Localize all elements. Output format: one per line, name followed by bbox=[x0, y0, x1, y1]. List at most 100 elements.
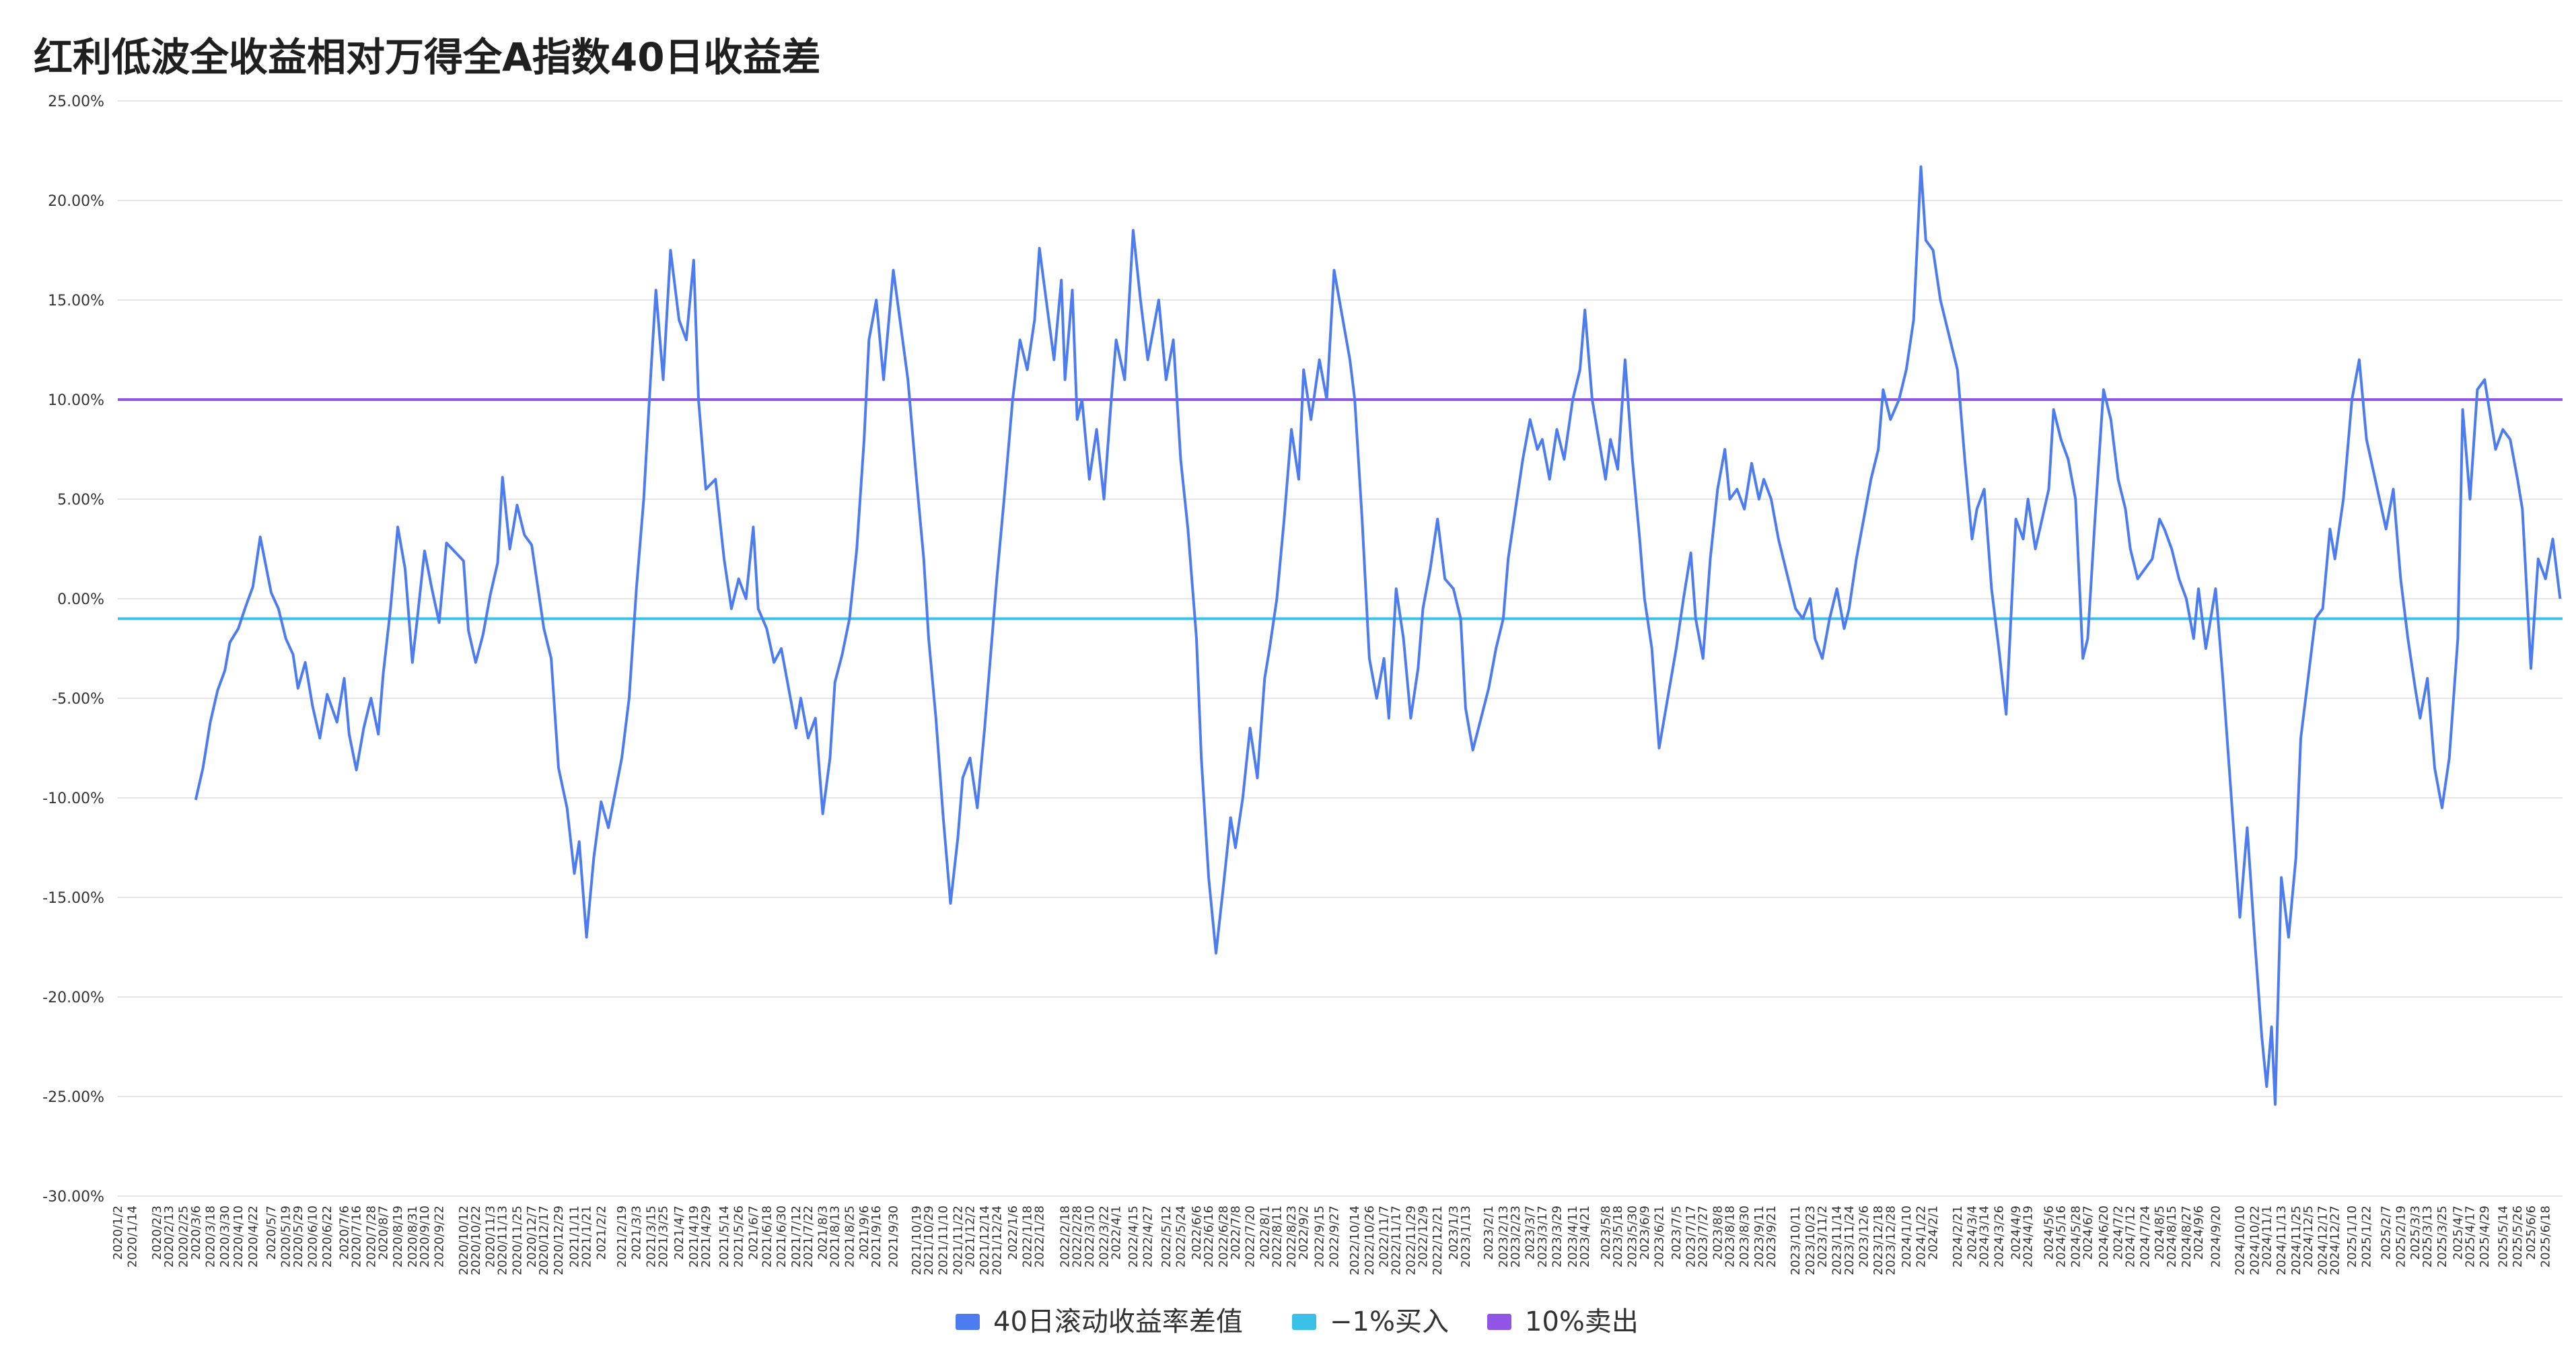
x-tick-label: 2024/11/1 bbox=[2260, 1206, 2274, 1267]
x-tick-label: 2022/7/8 bbox=[1229, 1206, 1243, 1260]
x-tick-label: 2020/7/16 bbox=[350, 1206, 364, 1267]
x-tick-label: 2020/7/28 bbox=[364, 1206, 378, 1267]
x-tick-label: 2023/3/29 bbox=[1550, 1206, 1565, 1267]
x-tick-label: 2024/2/1 bbox=[1927, 1206, 1941, 1260]
y-tick-label: 25.00% bbox=[48, 94, 104, 110]
x-tick-label: 2023/9/11 bbox=[1752, 1206, 1766, 1267]
x-tick-label: 2024/6/7 bbox=[2081, 1206, 2095, 1260]
x-tick-label: 2024/7/24 bbox=[2138, 1206, 2152, 1267]
x-tick-label: 2023/11/14 bbox=[1830, 1206, 1845, 1275]
x-tick-label: 2021/8/13 bbox=[828, 1206, 843, 1267]
x-tick-label: 2022/8/11 bbox=[1270, 1206, 1284, 1267]
x-tick-label: 2024/3/26 bbox=[1992, 1206, 2006, 1267]
x-tick-label: 2022/2/28 bbox=[1071, 1206, 1085, 1267]
x-tick-label: 2021/4/7 bbox=[672, 1206, 686, 1260]
x-tick-label: 2020/6/10 bbox=[306, 1206, 320, 1267]
x-tick-label: 2022/4/15 bbox=[1126, 1206, 1141, 1267]
x-tick-label: 2022/4/27 bbox=[1141, 1206, 1155, 1267]
x-tick-label: 2023/6/21 bbox=[1653, 1206, 1667, 1267]
x-tick-label: 2024/4/19 bbox=[2022, 1206, 2036, 1267]
y-tick-label: -30.00% bbox=[42, 1189, 104, 1206]
x-tick-label: 2024/11/25 bbox=[2289, 1206, 2303, 1275]
x-tick-label: 2022/6/28 bbox=[1217, 1206, 1231, 1267]
x-tick-label: 2025/3/3 bbox=[2408, 1206, 2423, 1260]
x-tick-label: 2021/7/22 bbox=[801, 1206, 816, 1267]
y-tick-label: -20.00% bbox=[42, 990, 104, 1006]
x-tick-label: 2021/11/10 bbox=[937, 1206, 951, 1275]
x-tick-label: 2025/4/7 bbox=[2451, 1206, 2465, 1260]
x-tick-label: 2020/2/25 bbox=[177, 1206, 191, 1267]
x-tick-label: 2021/2/19 bbox=[615, 1206, 629, 1267]
x-tick-label: 2022/3/10 bbox=[1083, 1206, 1097, 1267]
x-tick-label: 2022/6/6 bbox=[1190, 1206, 1204, 1260]
x-tick-label: 2021/9/6 bbox=[857, 1206, 871, 1260]
x-tick-label: 2021/6/18 bbox=[760, 1206, 774, 1267]
x-tick-label: 2024/3/4 bbox=[1966, 1206, 1980, 1260]
x-tick-label: 2025/2/7 bbox=[2380, 1206, 2394, 1260]
x-tick-label: 2020/12/29 bbox=[552, 1206, 566, 1275]
x-tick-label: 2021/5/26 bbox=[732, 1206, 746, 1267]
x-tick-label: 2023/7/27 bbox=[1696, 1206, 1711, 1267]
x-tick-label: 2020/4/10 bbox=[231, 1206, 246, 1267]
x-tick-label: 2021/1/21 bbox=[580, 1206, 594, 1267]
x-tick-label: 2022/1/18 bbox=[1021, 1206, 1035, 1267]
x-tick-label: 2025/6/6 bbox=[2524, 1206, 2538, 1260]
y-tick-label: 10.00% bbox=[48, 392, 104, 409]
x-tick-label: 2025/3/25 bbox=[2435, 1206, 2449, 1267]
x-tick-label: 2022/10/14 bbox=[1348, 1206, 1362, 1275]
x-tick-label: 2023/12/18 bbox=[1871, 1206, 1886, 1275]
y-tick-label: 0.00% bbox=[57, 591, 104, 608]
x-tick-label: 2022/11/7 bbox=[1378, 1206, 1392, 1267]
x-tick-label: 2024/10/22 bbox=[2248, 1206, 2262, 1275]
x-tick-label: 2023/12/28 bbox=[1884, 1206, 1898, 1275]
x-tick-label: 2025/1/22 bbox=[2360, 1206, 2374, 1267]
x-tick-label: 2021/4/19 bbox=[687, 1206, 701, 1267]
x-tick-label: 2020/10/12 bbox=[457, 1206, 471, 1275]
legend-label: 40日滚动收益率差值 bbox=[993, 1306, 1243, 1337]
x-tick-label: 2024/8/5 bbox=[2153, 1206, 2167, 1260]
x-tick-label: 2022/2/18 bbox=[1059, 1206, 1073, 1267]
x-tick-label: 2025/2/19 bbox=[2394, 1206, 2408, 1267]
x-tick-label: 2020/2/3 bbox=[150, 1206, 164, 1260]
x-tick-label: 2022/12/21 bbox=[1431, 1206, 1445, 1275]
x-tick-label: 2024/12/27 bbox=[2328, 1206, 2342, 1275]
x-tick-label: 2021/7/12 bbox=[789, 1206, 803, 1267]
x-tick-label: 2023/8/30 bbox=[1738, 1206, 1752, 1267]
x-tick-label: 2022/6/16 bbox=[1202, 1206, 1216, 1267]
x-tick-label: 2023/7/5 bbox=[1670, 1206, 1684, 1260]
x-tick-label: 2021/12/14 bbox=[978, 1206, 992, 1275]
x-tick-label: 2021/6/30 bbox=[775, 1206, 789, 1267]
x-tick-label: 2020/8/31 bbox=[406, 1206, 420, 1267]
x-tick-label: 2023/1/3 bbox=[1447, 1206, 1461, 1260]
x-tick-label: 2022/9/2 bbox=[1297, 1206, 1311, 1260]
x-tick-label: 2021/1/11 bbox=[568, 1206, 582, 1267]
x-tick-label: 2024/3/14 bbox=[1978, 1206, 1992, 1267]
x-tick-label: 2022/8/1 bbox=[1258, 1206, 1272, 1260]
x-tick-label: 2024/10/10 bbox=[2233, 1206, 2248, 1275]
x-tick-label: 2023/6/9 bbox=[1638, 1206, 1652, 1260]
x-tick-label: 2020/9/22 bbox=[433, 1206, 447, 1267]
x-tick-label: 2023/7/17 bbox=[1684, 1206, 1698, 1267]
x-tick-label: 2020/8/7 bbox=[376, 1206, 390, 1260]
x-tick-label: 2023/2/1 bbox=[1482, 1206, 1496, 1260]
x-tick-label: 2025/4/29 bbox=[2478, 1206, 2492, 1267]
x-tick-label: 2020/12/17 bbox=[537, 1206, 551, 1275]
x-tick-label: 2024/9/6 bbox=[2192, 1206, 2206, 1260]
x-tick-label: 2020/9/10 bbox=[418, 1206, 432, 1267]
x-tick-label: 2023/8/18 bbox=[1723, 1206, 1738, 1267]
x-tick-label: 2021/9/16 bbox=[869, 1206, 884, 1267]
x-tick-label: 2021/3/3 bbox=[630, 1206, 644, 1260]
x-tick-label: 2021/10/29 bbox=[922, 1206, 936, 1275]
x-tick-label: 2022/5/24 bbox=[1174, 1206, 1188, 1267]
x-tick-label: 2023/5/8 bbox=[1599, 1206, 1613, 1260]
x-tick-label: 2020/3/18 bbox=[204, 1206, 218, 1267]
x-tick-label: 2020/10/22 bbox=[469, 1206, 483, 1275]
x-tick-label: 2022/11/17 bbox=[1390, 1206, 1404, 1275]
x-tick-label: 2024/8/15 bbox=[2165, 1206, 2179, 1267]
x-tick-label: 2021/3/25 bbox=[657, 1206, 671, 1267]
x-tick-label: 2022/12/9 bbox=[1417, 1206, 1431, 1267]
x-tick-label: 2021/8/3 bbox=[816, 1206, 830, 1260]
x-tick-label: 2023/4/11 bbox=[1566, 1206, 1580, 1267]
x-tick-label: 2021/4/29 bbox=[699, 1206, 713, 1267]
x-tick-label: 2024/5/28 bbox=[2069, 1206, 2083, 1267]
